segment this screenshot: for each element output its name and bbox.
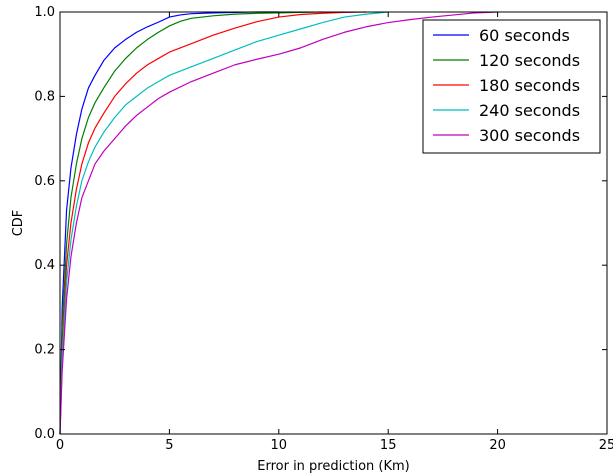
legend-entry: 240 seconds xyxy=(479,101,580,120)
y-tick-label: 0.6 xyxy=(34,174,55,189)
y-axis-label: CDF xyxy=(11,210,26,237)
series-line-4 xyxy=(59,11,389,435)
y-tick-label: 0.0 xyxy=(34,427,55,442)
legend-box xyxy=(422,19,601,154)
series-layer xyxy=(59,11,498,435)
y-tick-label: 0.4 xyxy=(34,258,55,273)
legend-entry: 180 seconds xyxy=(479,76,580,95)
series-line-5 xyxy=(59,11,498,435)
x-tick-label: 15 xyxy=(380,438,397,453)
series-line-1 xyxy=(59,11,279,435)
x-tick-label: 25 xyxy=(599,438,613,453)
x-tick-label: 5 xyxy=(165,438,173,453)
x-tick-label: 0 xyxy=(56,438,64,453)
series-line-3 xyxy=(59,11,367,435)
legend-entry: 300 seconds xyxy=(479,126,580,145)
legend-entry: 60 seconds xyxy=(479,26,570,45)
y-tick-label: 0.2 xyxy=(34,343,55,358)
x-tick-label: 10 xyxy=(271,438,288,453)
y-tick-label: 1.0 xyxy=(34,5,55,20)
legend-entry: 120 seconds xyxy=(479,51,580,70)
ticks-layer: 0 5 10 15 20 25 0.0 0.2 0.4 0.6 0.8 1.0 xyxy=(34,5,613,453)
y-tick-label: 0.8 xyxy=(34,89,55,104)
series-line-2 xyxy=(59,11,323,435)
x-tick-label: 20 xyxy=(489,438,506,453)
legend: 60 seconds 120 seconds 180 seconds 240 seco… xyxy=(422,19,601,154)
plot-frame xyxy=(59,11,608,435)
x-axis-label: Error in prediction (Km) xyxy=(257,459,410,474)
